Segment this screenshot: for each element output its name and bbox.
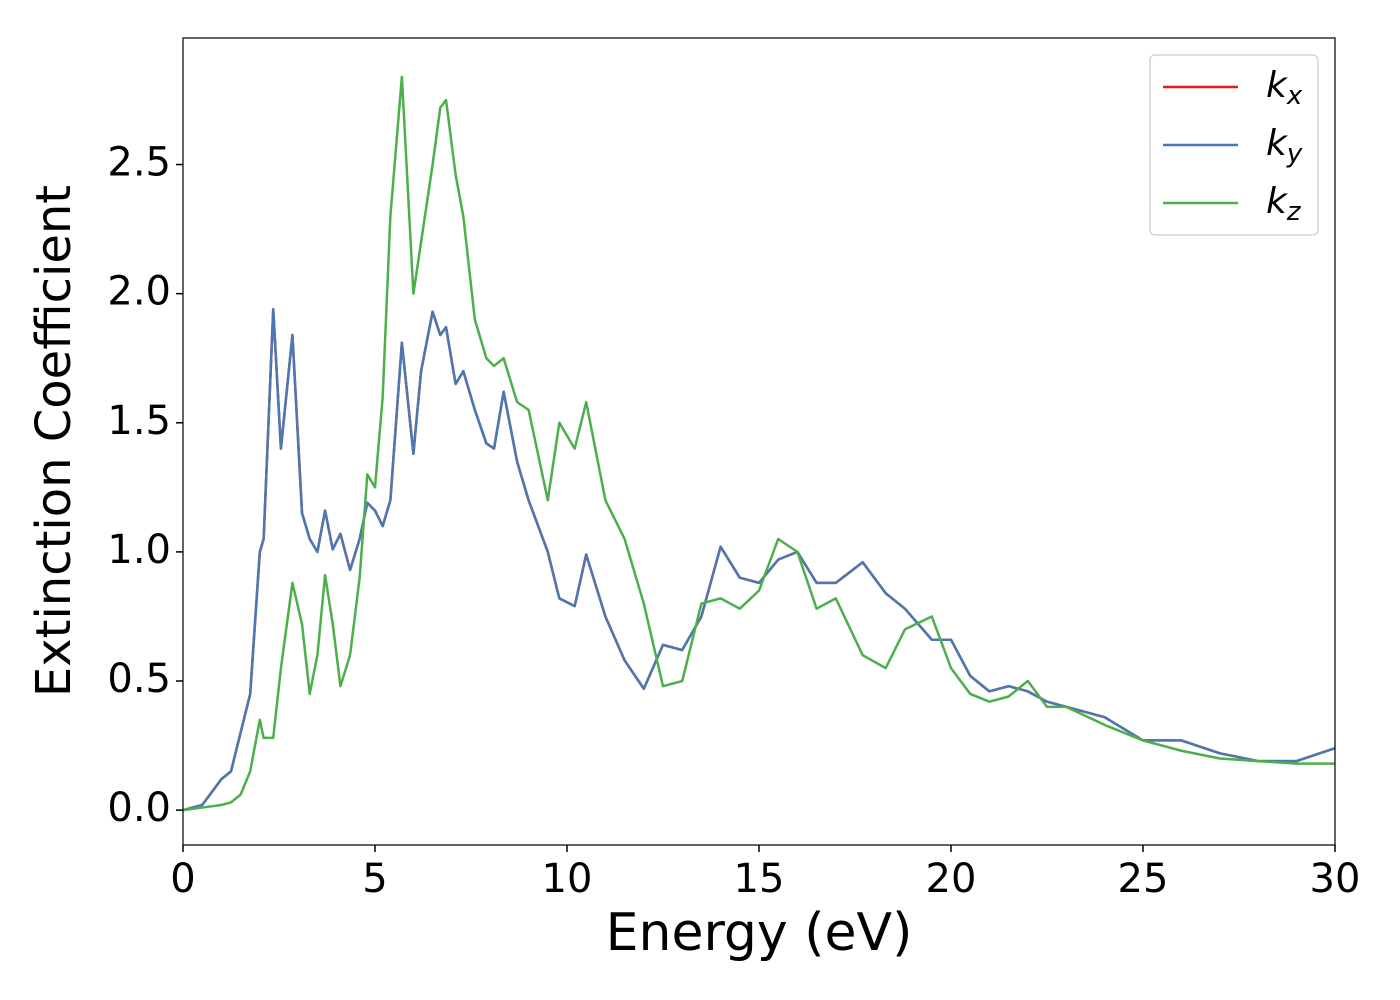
y-tick-label: 0.0 [107,785,171,831]
x-tick-label: 5 [362,856,387,902]
legend-label-sub: x [1286,81,1303,111]
y-tick-label: 1.0 [107,527,171,573]
x-tick-label: 0 [170,856,195,902]
legend-label: kz [1266,181,1302,227]
y-tick-label: 2.0 [107,269,171,315]
legend-label: kx [1266,65,1303,111]
legend-label-base: k [1266,65,1289,106]
y-axis-label: Extinction Coefficient [26,185,82,697]
line-series [183,307,1335,812]
plot-frame [182,37,1336,846]
line-series [183,75,1335,812]
legend-label-sub: z [1286,197,1302,227]
legend-label-base: k [1266,123,1289,164]
x-axis-label: Energy (eV) [606,903,913,963]
legend-label: ky [1266,123,1303,169]
legend-label-sub: y [1286,139,1303,169]
y-tick-label: 1.5 [107,398,171,444]
y-tick-label: 2.5 [107,140,171,186]
x-tick-label: 30 [1310,856,1361,902]
x-tick-label: 10 [542,856,593,902]
y-tick-label: 0.5 [107,656,171,702]
x-tick-label: 15 [734,856,785,902]
x-tick-label: 25 [1118,856,1169,902]
line-series [183,307,1335,812]
legend-label-base: k [1266,181,1289,222]
x-tick-label: 20 [926,856,977,902]
